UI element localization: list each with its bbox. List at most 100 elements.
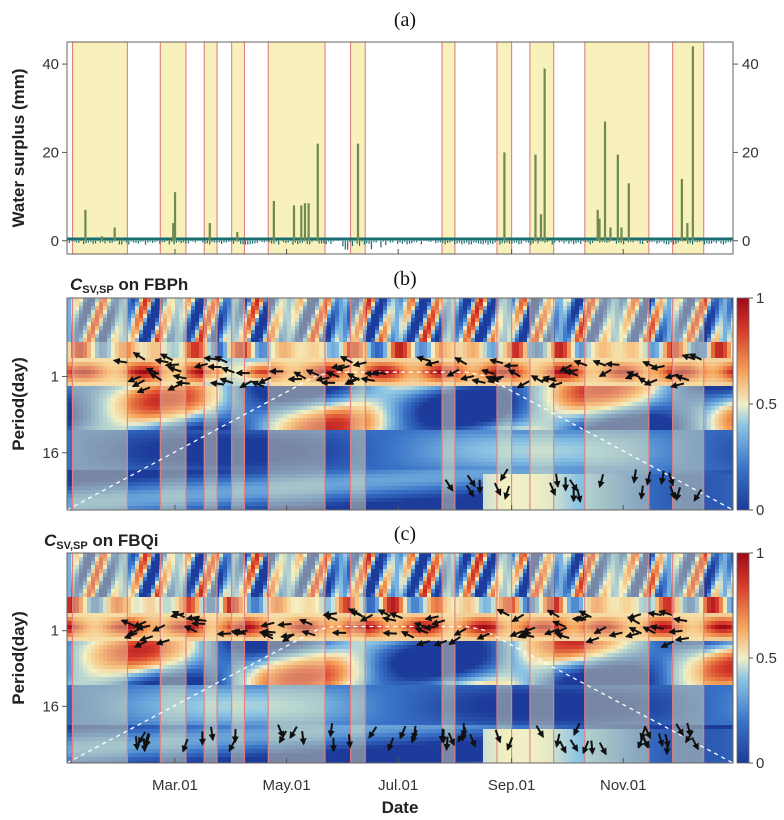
phase-arrow xyxy=(352,360,367,368)
phase-arrow xyxy=(144,733,151,748)
phase-arrow xyxy=(453,627,467,636)
phase-arrow xyxy=(494,729,502,744)
wet-period-2 xyxy=(159,298,187,510)
phase-arrow xyxy=(521,626,536,634)
panel-c-title: CSV,SP on FBQi xyxy=(44,531,159,552)
phase-arrow xyxy=(277,621,292,629)
water-surplus-bars xyxy=(66,46,732,250)
bar xyxy=(307,203,310,241)
wet-period-8 xyxy=(496,553,513,763)
phase-arrow xyxy=(371,369,386,377)
phase-arrow xyxy=(167,383,181,391)
phase-arrow xyxy=(559,364,573,373)
panel-a-tag: (a) xyxy=(394,9,416,31)
phase-arrow xyxy=(511,613,525,623)
phase-arrow xyxy=(135,623,151,631)
bar xyxy=(616,154,619,241)
phase-arrow xyxy=(444,479,454,492)
ytick-label: 40 xyxy=(42,56,59,73)
bar xyxy=(173,192,177,241)
phase-arrow xyxy=(260,631,274,640)
bar xyxy=(596,209,599,241)
panel-b-title: CSV,SP on FBPh xyxy=(70,275,188,296)
bar xyxy=(686,223,689,241)
phase-arrow xyxy=(558,740,567,754)
phase-arrow xyxy=(301,629,316,637)
colorbar-tick-label: 0.5 xyxy=(756,396,777,413)
bar xyxy=(84,209,87,241)
phase-arrow xyxy=(381,615,397,623)
wet-period-9 xyxy=(529,553,555,763)
phase-arrow xyxy=(136,386,151,394)
phase-arrow xyxy=(387,737,395,752)
ytick-label-right: 40 xyxy=(742,56,759,73)
colorbar-ticks-c: 10.50 xyxy=(749,545,777,772)
phase-arrow xyxy=(650,363,665,371)
phase-arrow xyxy=(133,736,141,751)
phase-arrow xyxy=(675,723,684,737)
phase-arrow xyxy=(410,729,418,744)
phase-arrow xyxy=(639,726,647,741)
phase-arrow xyxy=(120,619,135,627)
phase-arrow xyxy=(637,377,651,386)
phase-arrow xyxy=(530,375,544,384)
phase-arrow xyxy=(592,359,607,367)
phase-arrow xyxy=(155,638,170,646)
bar xyxy=(620,227,623,241)
phase-arrows-c xyxy=(120,608,699,756)
panel-a: (a) 0 0 20 20 40 40 Water surplus (mm) xyxy=(9,9,759,255)
panel-b: (b) CSV,SP on FBPh 116 Period(day) 10.50 xyxy=(9,268,777,519)
bar xyxy=(300,205,303,241)
bar xyxy=(303,203,307,241)
phase-arrow xyxy=(568,479,578,492)
phase-arrow xyxy=(257,376,272,385)
wet-periods-c xyxy=(71,553,705,763)
phase-arrow xyxy=(443,736,451,751)
colorbar-tick-label: 1 xyxy=(756,290,764,307)
phase-arrow xyxy=(573,722,581,737)
wet-period-7 xyxy=(441,41,456,255)
phase-arrow xyxy=(588,740,596,755)
phase-arrow xyxy=(638,485,646,500)
phase-arrow xyxy=(389,612,403,620)
phase-arrow xyxy=(681,353,696,361)
phase-arrow xyxy=(360,376,375,384)
phase-arrow xyxy=(469,733,477,748)
ylabel-a: Water surplus (mm) xyxy=(9,68,28,227)
wet-period-11 xyxy=(672,298,705,510)
phase-arrow xyxy=(691,737,699,751)
phase-arrow xyxy=(433,639,448,647)
phase-arrow xyxy=(377,609,391,617)
bar xyxy=(627,183,630,241)
wet-period-4 xyxy=(231,298,246,510)
phase-arrow xyxy=(139,635,154,642)
phase-arrow xyxy=(471,377,486,385)
phase-arrow xyxy=(465,484,475,498)
phase-arrow xyxy=(598,742,607,756)
colorbar-tick-label: 1 xyxy=(756,545,764,562)
bar xyxy=(292,205,296,241)
xtick-label: Nov.01 xyxy=(600,777,646,794)
bar xyxy=(316,143,319,241)
phase-arrow xyxy=(208,726,216,742)
axes-frame-b xyxy=(66,297,734,511)
phase-arrow xyxy=(335,364,350,372)
phase-arrow xyxy=(675,374,690,382)
panel-b-tag: (b) xyxy=(393,268,416,290)
x-axis-ticks: Mar.01 May.01 Jul.01 Sep.01 Nov.01 xyxy=(152,249,646,794)
phase-arrow xyxy=(231,629,246,637)
phase-arrow xyxy=(149,372,163,382)
phase-arrow xyxy=(485,375,500,383)
wet-period-10 xyxy=(584,298,650,510)
wet-period-3 xyxy=(203,298,218,510)
phase-arrow xyxy=(382,629,397,637)
phase-arrow xyxy=(346,372,360,382)
phase-arrow xyxy=(552,620,566,628)
phase-arrow xyxy=(127,375,142,383)
bar xyxy=(172,223,175,241)
phase-arrow xyxy=(459,374,475,382)
phase-arrow xyxy=(460,723,468,738)
phase-arrow xyxy=(112,357,128,365)
phase-arrow xyxy=(659,470,666,486)
bar xyxy=(113,227,116,241)
